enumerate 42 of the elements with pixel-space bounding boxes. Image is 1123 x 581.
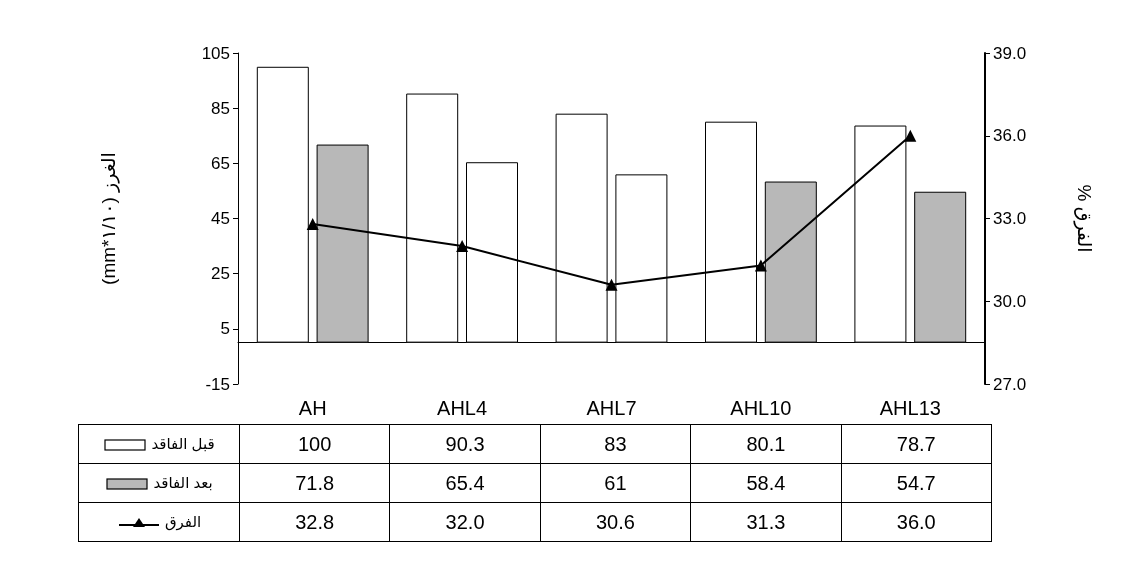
y-tick-label: 105 [201,43,230,63]
y-tick-label: 25 [211,264,230,284]
data-label: 80.1 [690,424,842,464]
y-tick-label: 5 [220,319,230,339]
legend-label: الفرق [164,513,202,530]
data-label: 54.7 [841,463,992,503]
data-label: 61 [540,463,691,503]
data-label: 78.7 [841,424,992,464]
data-label: 71.8 [239,463,390,503]
x-tick-label: AH [298,397,327,419]
point [605,278,618,291]
y-tick-label: -15 [205,374,230,394]
y-tick-label: 45 [211,209,230,228]
data-label: 65.4 [389,463,541,503]
data-label: 58.4 [690,463,842,503]
data-label: 30.6 [540,502,691,542]
x-tick-label: AHL7 [586,397,637,419]
y-tick-label: 85 [211,98,230,118]
y2-tick-label: 33.0 [993,209,1027,228]
x-tick-label: AHL10 [730,397,792,419]
point [306,218,319,231]
y-tick-label: 65 [211,153,230,173]
data-label: 32.8 [239,502,390,542]
data-label: 100 [239,424,390,464]
y2-tick-label: 36.0 [993,126,1027,146]
legend-label: قبل الفاقد [151,435,215,452]
x-tick-label: AHL13 [879,397,941,419]
data-label: 90.3 [389,424,541,464]
data-label: 36.0 [841,502,992,542]
legend-label: بعد الفاقد [153,474,213,491]
data-label: 83 [540,424,691,464]
y-axis-title: (mm*١/١٠) الغرز [98,152,120,285]
data-label: 31.3 [690,502,842,542]
point [456,240,469,253]
x-tick-label: AHL4 [437,397,488,419]
y2-tick-label: 27.0 [993,374,1027,394]
y2-tick-label: 30.0 [993,291,1027,311]
data-label: 32.0 [389,502,541,542]
y2-tick-label: 39.0 [993,43,1027,63]
point [904,129,917,142]
point [754,259,767,272]
y2-axis-title: % الفرق [1073,184,1095,253]
